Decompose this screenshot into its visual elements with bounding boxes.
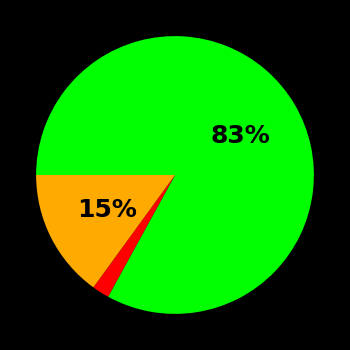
Wedge shape — [36, 175, 175, 287]
Text: 83%: 83% — [211, 124, 271, 148]
Wedge shape — [36, 36, 314, 314]
Wedge shape — [93, 175, 175, 297]
Text: 15%: 15% — [77, 198, 137, 222]
